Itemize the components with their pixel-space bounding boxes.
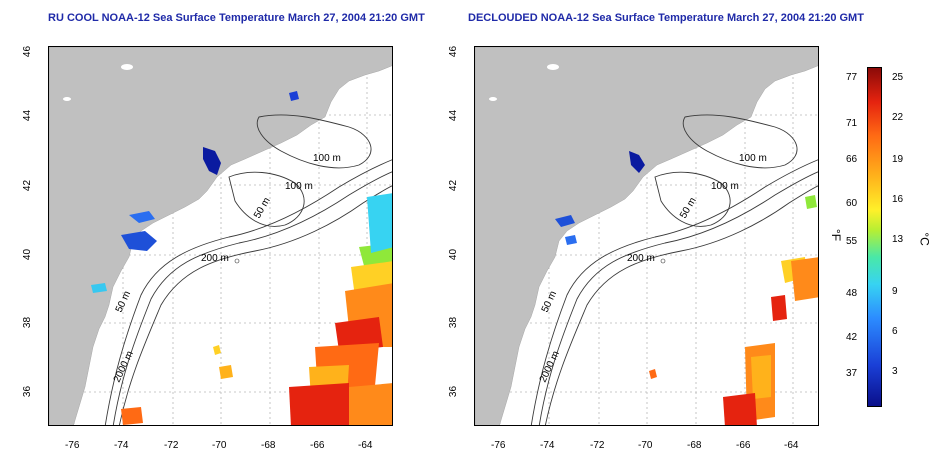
right-map-svg: 100 m 100 m 50 m 200 m 50 m 2000 m	[475, 47, 818, 425]
left-map: 100 m 100 m 50 m 200 m 50 m 2000 m	[48, 46, 393, 426]
colorbar-c-tick-7: 6	[892, 326, 898, 337]
right-x-tick-3: -72	[590, 440, 605, 451]
right-x-tick-1: -76	[491, 440, 506, 451]
colorbar-c-tick-2: 22	[892, 112, 904, 123]
left-contours	[104, 114, 392, 425]
right-land-mass	[475, 47, 818, 425]
colorbar-f-tick-1: 77	[846, 72, 858, 83]
right-y-tick-1: 46	[448, 45, 460, 58]
colorbar-c-tick-8: 3	[892, 366, 898, 377]
left-x-tick-2: -74	[114, 440, 129, 451]
colorbar-c-tick-5: 13	[892, 234, 904, 245]
right-contour-label-4: 200 m	[627, 253, 655, 264]
right-y-tick-4: 40	[448, 248, 460, 261]
left-x-tick-6: -66	[310, 440, 325, 451]
left-y-tick-3: 42	[22, 179, 34, 192]
right-sst-patches	[555, 151, 818, 425]
left-x-tick-3: -72	[164, 440, 179, 451]
left-contour-label-2: 100 m	[285, 181, 313, 192]
right-y-tick-5: 38	[448, 316, 460, 329]
left-sst-patches	[91, 91, 392, 425]
colorbar-f-tick-6: 48	[846, 288, 858, 299]
left-map-svg: 100 m 100 m 50 m 200 m 50 m 2000 m	[49, 47, 392, 425]
colorbar-f-tick-8: 37	[846, 368, 858, 379]
right-contour-label-5: 50 m	[540, 289, 559, 314]
left-y-tick-6: 36	[22, 385, 34, 398]
left-x-tick-7: -64	[358, 440, 373, 451]
right-y-tick-2: 44	[448, 109, 460, 122]
right-x-tick-7: -64	[784, 440, 799, 451]
colorbar-f-tick-2: 71	[846, 118, 858, 129]
left-y-tick-1: 46	[22, 45, 34, 58]
left-panel-title: RU COOL NOAA-12 Sea Surface Temperature …	[48, 12, 425, 24]
right-x-tick-2: -74	[540, 440, 555, 451]
colorbar-f-tick-5: 55	[846, 236, 858, 247]
left-contour-label-4: 200 m	[201, 253, 229, 264]
left-x-tick-5: -68	[261, 440, 276, 451]
right-y-tick-6: 36	[448, 385, 460, 398]
right-panel-title: DECLOUDED NOAA-12 Sea Surface Temperatur…	[468, 12, 864, 24]
left-y-tick-4: 40	[22, 248, 34, 261]
right-y-tick-3: 42	[448, 179, 460, 192]
left-contour-label-5: 50 m	[114, 289, 133, 314]
colorbar-c-tick-6: 9	[892, 286, 898, 297]
colorbar-f-tick-3: 66	[846, 154, 858, 165]
right-x-tick-4: -70	[638, 440, 653, 451]
left-land-mass	[49, 47, 392, 425]
right-contours	[530, 114, 818, 425]
left-y-tick-5: 38	[22, 316, 34, 329]
colorbar-c-tick-4: 16	[892, 194, 904, 205]
left-x-tick-1: -76	[65, 440, 80, 451]
left-x-tick-4: -70	[212, 440, 227, 451]
right-x-tick-5: -68	[687, 440, 702, 451]
left-y-tick-2: 44	[22, 109, 34, 122]
right-map: 100 m 100 m 50 m 200 m 50 m 2000 m	[474, 46, 819, 426]
right-contour-label-1: 100 m	[739, 153, 767, 164]
fahrenheit-unit-label: °F	[829, 228, 844, 242]
celsius-unit-label: °C	[917, 232, 932, 246]
left-contour-label-1: 100 m	[313, 153, 341, 164]
temperature-colorbar	[867, 67, 882, 407]
right-contour-label-2: 100 m	[711, 181, 739, 192]
right-x-tick-6: -66	[736, 440, 751, 451]
colorbar-f-tick-4: 60	[846, 198, 858, 209]
colorbar-f-tick-7: 42	[846, 332, 858, 343]
colorbar-c-tick-3: 19	[892, 154, 904, 165]
colorbar-c-tick-1: 25	[892, 72, 904, 83]
